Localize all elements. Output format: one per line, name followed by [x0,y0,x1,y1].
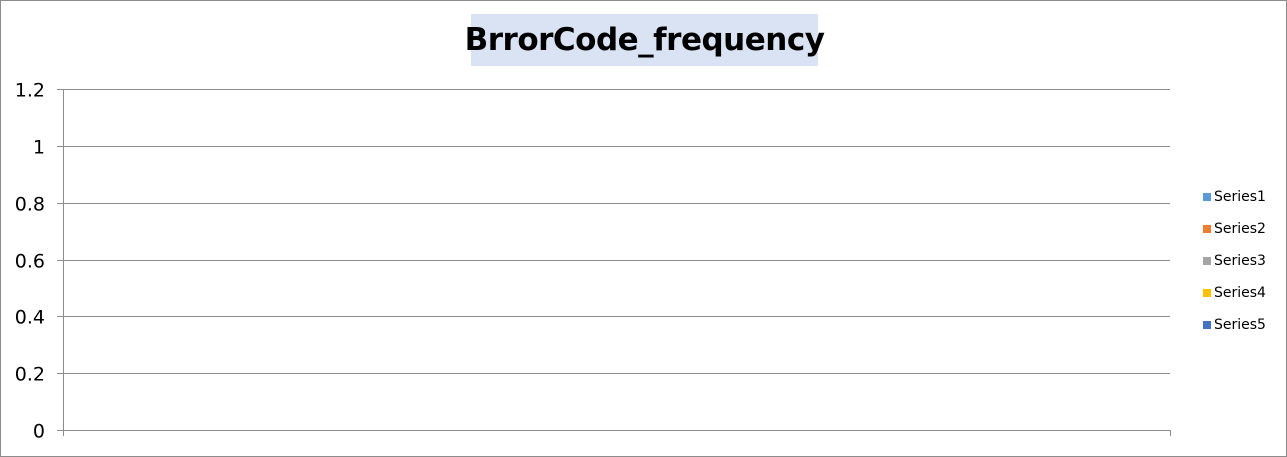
legend-swatch-series4 [1203,289,1211,297]
legend-item-series1: Series1 [1203,187,1266,207]
legend-item-series4: Series4 [1203,283,1266,303]
y-tick-label: 0 [33,421,45,443]
legend-swatch-series3 [1203,257,1211,265]
legend-label-series4: Series4 [1214,285,1266,301]
legend-swatch-series2 [1203,225,1211,233]
legend-label-series1: Series1 [1214,189,1266,205]
chart-title: BrrorCode_frequency [464,22,825,58]
legend-item-series2: Series2 [1203,219,1266,239]
y-tick-label: 0.6 [15,251,45,273]
legend-label-series2: Series2 [1214,221,1266,237]
y-tick-label: 0.8 [15,194,45,216]
y-tick-label: 0.2 [15,364,45,386]
legend-item-series5: Series5 [1203,315,1266,335]
legend-swatch-series5 [1203,321,1211,329]
y-tick-label: 1 [33,137,45,159]
chart-title-box: BrrorCode_frequency [465,14,825,66]
y-tick-label: 1.2 [15,80,45,102]
legend: Series1 Series2 Series3 Series4 Series5 [1203,187,1266,335]
y-tick-label: 0.4 [15,307,45,329]
legend-item-series3: Series3 [1203,251,1266,271]
legend-label-series3: Series3 [1214,253,1266,269]
legend-swatch-series1 [1203,193,1211,201]
legend-label-series5: Series5 [1214,317,1266,333]
